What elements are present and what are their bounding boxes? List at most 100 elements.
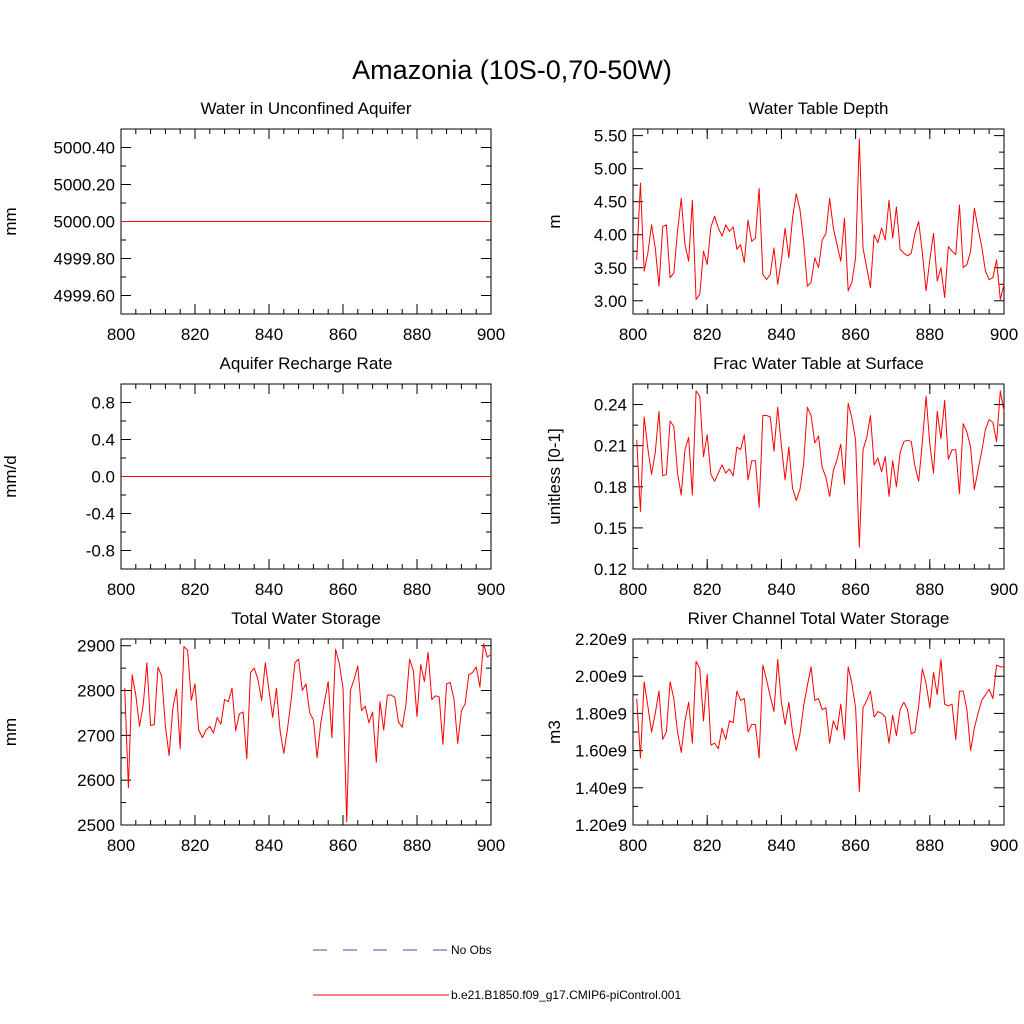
y-tick-label: 2.20e9 [575,630,627,649]
x-tick-label: 800 [107,836,135,855]
y-tick-label: 3.00 [594,292,627,311]
legend-entry-2: b.e21.B1850.f09_g17.CMIP6-piControl.001 [313,988,681,1002]
plot-frame [632,638,1005,826]
y-tick-label: -0.4 [86,505,115,524]
x-tick-label: 800 [619,325,647,344]
y-axis-label: mm [1,207,20,235]
x-tick-label: 900 [477,836,505,855]
x-tick-label: 860 [841,325,869,344]
x-tick-label: 800 [107,325,135,344]
y-axis-label: m [545,214,564,228]
x-tick-label: 820 [693,325,721,344]
y-tick-label: 4.00 [594,226,627,245]
series-line-1 [636,658,1004,793]
y-tick-label: 2900 [77,637,115,656]
x-tick-label: 840 [255,836,283,855]
x-tick-label: 800 [107,580,135,599]
x-tick-label: 800 [619,836,647,855]
y-axis-label: mm [1,718,20,746]
y-tick-label: 0.4 [91,431,115,450]
y-tick-label: 1.40e9 [575,779,627,798]
x-tick-label: 860 [841,836,869,855]
x-tick-label: 900 [990,325,1018,344]
panel-title: River Channel Total Water Storage [688,609,950,628]
x-tick-label: 840 [255,325,283,344]
y-tick-label: 5.00 [594,160,627,179]
plot-frame [632,128,1005,315]
series-line-1 [636,138,1005,300]
panel-title: Total Water Storage [231,609,381,628]
y-tick-label: 2800 [77,682,115,701]
x-tick-label: 840 [767,580,795,599]
chart-panel-4: Frac Water Table at Surface unitless [0-1… [545,354,1018,599]
y-tick-label: 5.50 [594,127,627,146]
series-line-1 [636,390,1005,548]
x-tick-label: 820 [693,580,721,599]
figure-title: Amazonia (10S-0,70-50W) [352,55,672,85]
series-line-1 [124,642,492,823]
x-tick-label: 880 [403,580,431,599]
chart-panel-3: Aquifer Recharge Rate mm/d 800 820 840 860 880… [1,354,505,599]
y-tick-label: 2700 [77,726,115,745]
y-tick-label: 0.21 [594,437,627,456]
panel-title: Water Table Depth [749,99,889,118]
y-axis-label: unitless [0-1] [545,428,564,524]
y-tick-label: 3.50 [594,259,627,278]
x-tick-label: 820 [693,836,721,855]
x-tick-label: 900 [477,580,505,599]
x-tick-label: 900 [990,580,1018,599]
panel-title: Frac Water Table at Surface [713,354,924,373]
x-tick-label: 840 [767,325,795,344]
y-tick-label: 1.80e9 [575,704,627,723]
y-tick-label: 2600 [77,771,115,790]
chart-panel-5: Total Water Storage mm 800 820 840 860 880 900 2… [1,609,505,855]
y-tick-label: 5000.40 [54,139,115,158]
chart-panel-2: Water Table Depth m 800 820 840 860 880 900 3.00… [545,99,1018,344]
y-tick-label: 1.20e9 [575,816,627,835]
legend: No Obs b.e21.B1850.f09_g17.CMIP6-piContro… [313,943,681,1002]
plot-frame [120,638,492,826]
x-tick-label: 880 [916,580,944,599]
legend-entry-1: No Obs [313,943,492,957]
chart-panel-6: River Channel Total Water Storage m3 800 82… [545,609,1018,855]
panels: Water in Unconfined Aquifer mm 800 820 840 86… [1,99,1018,855]
y-tick-label: 0.15 [594,519,627,538]
x-tick-label: 880 [403,325,431,344]
x-tick-label: 880 [403,836,431,855]
x-tick-label: 900 [990,836,1018,855]
x-tick-label: 820 [181,580,209,599]
x-tick-label: 840 [767,836,795,855]
y-tick-label: 1.60e9 [575,742,627,761]
legend-label: No Obs [451,943,492,957]
x-tick-label: 840 [255,580,283,599]
y-tick-label: 0.18 [594,478,627,497]
y-tick-label: -0.8 [86,542,115,561]
x-tick-label: 820 [181,325,209,344]
y-tick-label: 2500 [77,816,115,835]
x-tick-label: 860 [329,580,357,599]
x-tick-label: 900 [477,325,505,344]
y-tick-label: 5000.00 [54,213,115,232]
panel-title: Aquifer Recharge Rate [220,354,393,373]
x-tick-label: 880 [916,836,944,855]
x-tick-label: 820 [181,836,209,855]
y-tick-label: 0.24 [594,396,627,415]
chart-panel-1: Water in Unconfined Aquifer mm 800 820 840 86… [1,99,505,344]
y-tick-label: 4999.60 [54,287,115,306]
y-tick-label: 4.50 [594,193,627,212]
plot-frame [632,383,1005,570]
y-tick-label: 0.12 [594,560,627,579]
x-tick-label: 860 [329,836,357,855]
y-axis-label: mm/d [1,455,20,498]
x-tick-label: 880 [916,325,944,344]
y-tick-label: 0.8 [91,394,115,413]
x-tick-label: 800 [619,580,647,599]
y-tick-label: 4999.80 [54,250,115,269]
y-tick-label: 5000.20 [54,176,115,195]
y-axis-label: m3 [545,720,564,744]
x-tick-label: 860 [329,325,357,344]
y-tick-label: 2.00e9 [575,667,627,686]
panel-title: Water in Unconfined Aquifer [200,99,411,118]
x-tick-label: 860 [841,580,869,599]
